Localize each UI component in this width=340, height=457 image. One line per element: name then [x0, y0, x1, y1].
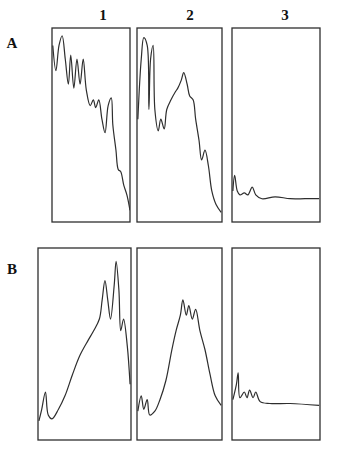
panel	[137, 248, 222, 440]
panel	[232, 28, 320, 222]
plot-frame	[52, 28, 130, 222]
trace	[233, 373, 319, 406]
trace	[233, 175, 319, 198]
plot-frame	[137, 28, 222, 222]
plot-area	[39, 261, 130, 420]
trace	[138, 300, 221, 415]
column-label: 1	[99, 7, 107, 23]
plot-frame	[232, 248, 320, 440]
plot-frame	[137, 248, 222, 440]
plot-frame	[38, 248, 131, 440]
row-label: B	[7, 261, 17, 277]
panel	[38, 248, 131, 440]
column-label: 2	[186, 7, 194, 23]
panel	[52, 28, 130, 222]
plot-area	[138, 300, 221, 415]
plot-area	[53, 36, 130, 211]
panel	[137, 28, 222, 222]
column-label: 3	[281, 7, 289, 23]
plot-area	[233, 175, 319, 198]
trace	[39, 261, 130, 420]
figure: 1 2 3 A B	[0, 0, 340, 457]
panel	[232, 248, 320, 440]
trace	[53, 36, 130, 211]
plot-area	[233, 373, 319, 406]
row-label: A	[7, 35, 18, 51]
plot-area	[138, 38, 221, 213]
plot-frame	[232, 28, 320, 222]
trace	[138, 38, 221, 213]
